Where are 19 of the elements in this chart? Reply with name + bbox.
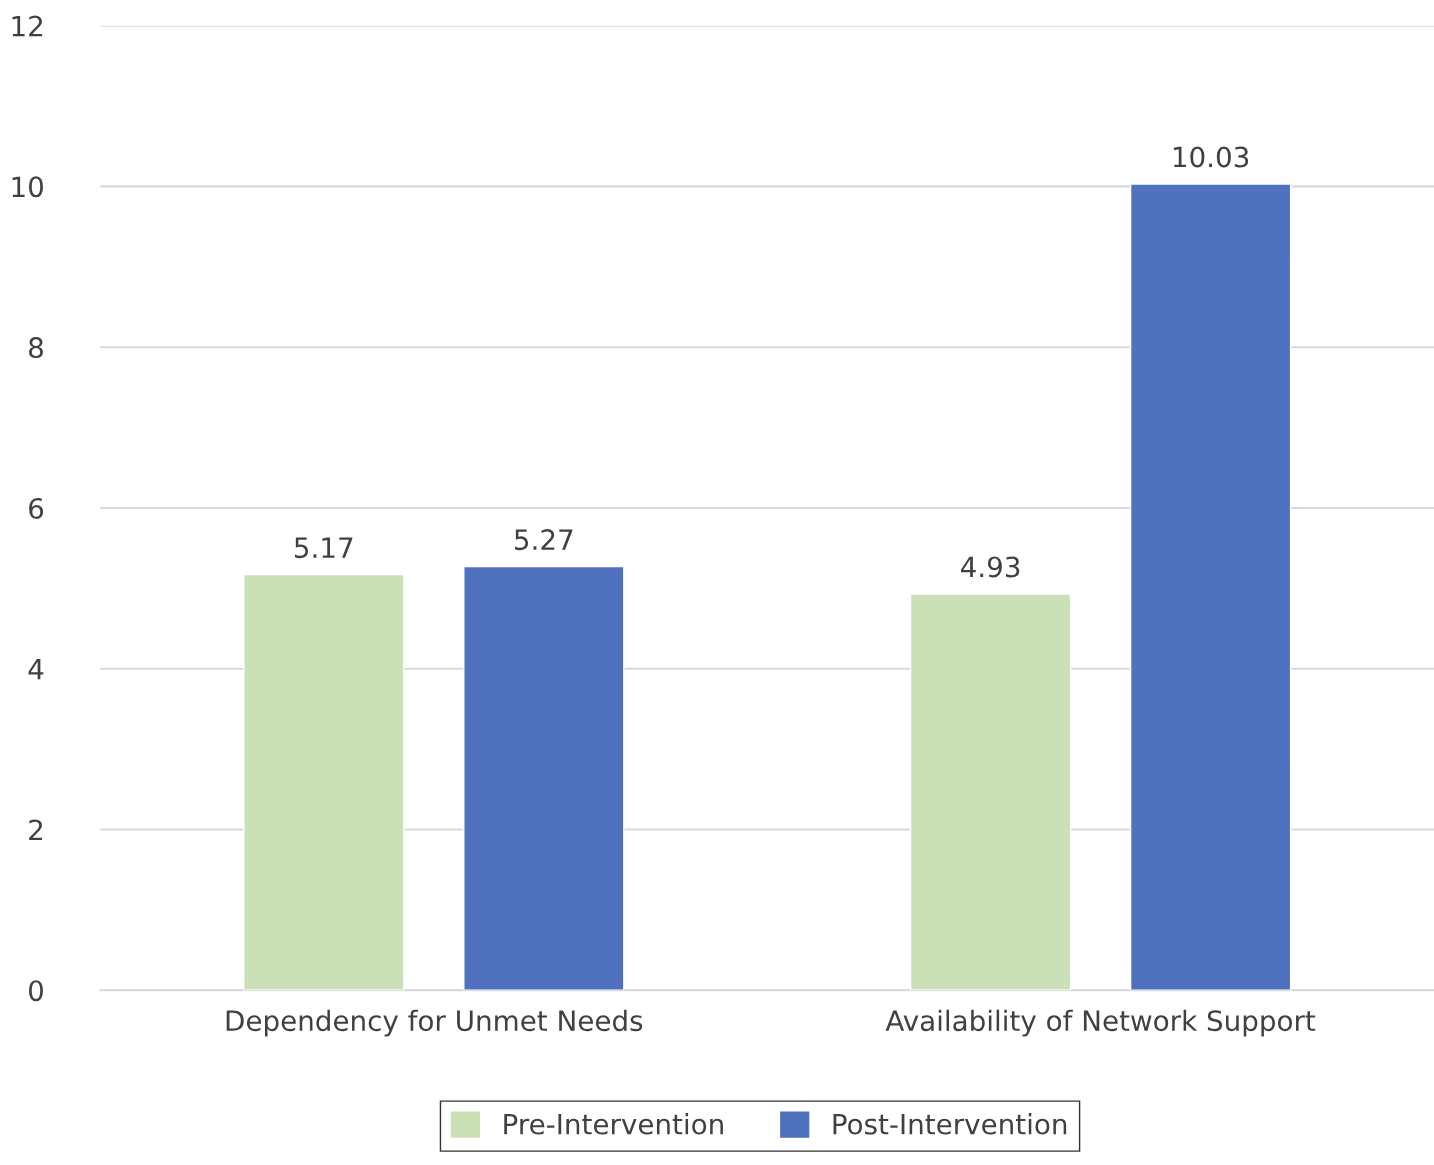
bar bbox=[909, 593, 1072, 991]
data-label: 4.93 bbox=[961, 556, 1020, 578]
data-label: 5.17 bbox=[294, 537, 353, 559]
y-tick-label: 12 bbox=[12, 15, 43, 37]
bar bbox=[463, 565, 625, 991]
y-tick-label: 4 bbox=[28, 659, 44, 680]
bar bbox=[1129, 183, 1292, 991]
legend-label: Pre-Intervention bbox=[504, 1113, 723, 1135]
y-tick-label: 10 bbox=[12, 176, 43, 198]
legend-label: Post-Intervention bbox=[833, 1113, 1067, 1135]
y-tick-label: 2 bbox=[29, 819, 43, 841]
data-label: 5.27 bbox=[515, 529, 573, 551]
y-tick-label: 6 bbox=[29, 497, 44, 519]
bar bbox=[243, 573, 405, 991]
y-tick-label: 8 bbox=[29, 337, 43, 359]
y-tick-label: 0 bbox=[28, 980, 43, 1002]
x-tick-label: Availability of Network Support bbox=[885, 1009, 1316, 1037]
data-label: 10.03 bbox=[1173, 146, 1249, 168]
x-tick-label: Dependency for Unmet Needs bbox=[226, 1009, 643, 1037]
